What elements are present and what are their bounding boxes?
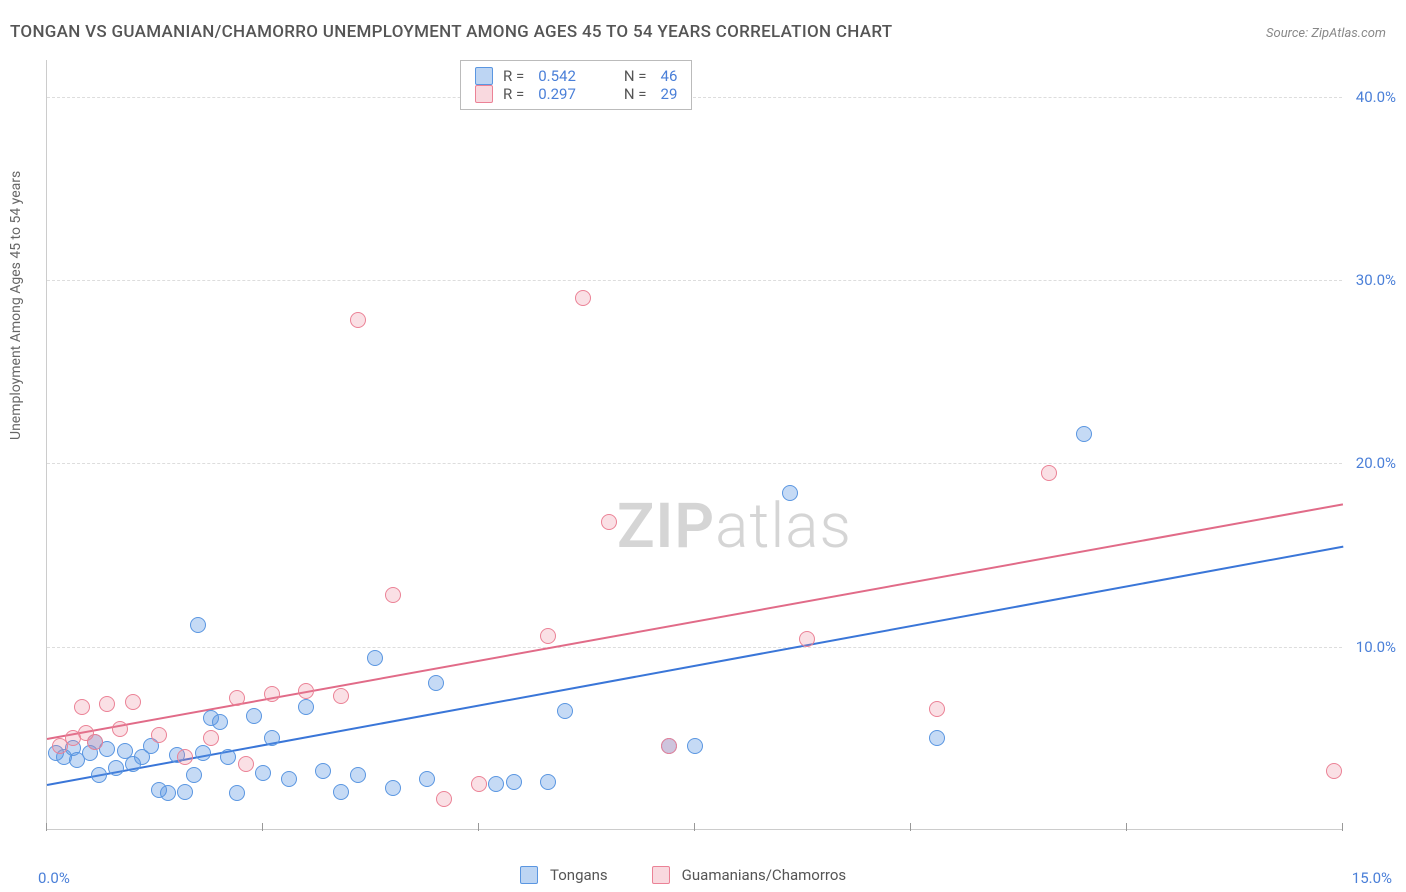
marker-blue bbox=[488, 776, 504, 792]
r-value-tongans: 0.542 bbox=[538, 67, 576, 85]
legend-label-tongans: Tongans bbox=[550, 866, 608, 884]
r-value-guamanians: 0.297 bbox=[538, 85, 576, 103]
marker-blue bbox=[195, 745, 211, 761]
label-n: N = bbox=[624, 67, 647, 85]
legend-row-tongans: R = 0.542 N = 46 bbox=[475, 67, 677, 85]
x-tick-mark bbox=[1342, 823, 1343, 831]
marker-pink bbox=[203, 730, 219, 746]
marker-blue bbox=[350, 767, 366, 783]
x-tick-label: 15.0% bbox=[1352, 869, 1392, 887]
y-tick-label: 30.0% bbox=[1356, 271, 1396, 289]
x-tick-mark bbox=[910, 823, 911, 831]
label-n: N = bbox=[624, 85, 647, 103]
marker-pink bbox=[177, 749, 193, 765]
watermark: ZIPatlas bbox=[617, 490, 852, 563]
marker-blue bbox=[687, 738, 703, 754]
marker-blue bbox=[160, 785, 176, 801]
marker-pink bbox=[601, 514, 617, 530]
correlation-legend: R = 0.542 N = 46 R = 0.297 N = 29 bbox=[460, 60, 692, 110]
marker-pink bbox=[229, 690, 245, 706]
gridline bbox=[47, 647, 1342, 648]
marker-blue bbox=[506, 774, 522, 790]
marker-blue bbox=[385, 780, 401, 796]
marker-pink bbox=[540, 628, 556, 644]
marker-blue bbox=[333, 784, 349, 800]
marker-pink bbox=[264, 686, 280, 702]
marker-pink bbox=[125, 694, 141, 710]
marker-blue bbox=[298, 699, 314, 715]
marker-blue bbox=[229, 785, 245, 801]
marker-pink bbox=[575, 290, 591, 306]
marker-pink bbox=[112, 721, 128, 737]
marker-pink bbox=[74, 699, 90, 715]
marker-pink bbox=[99, 696, 115, 712]
n-value-guamanians: 29 bbox=[661, 85, 678, 103]
marker-blue bbox=[108, 760, 124, 776]
marker-blue bbox=[264, 730, 280, 746]
x-tick-label: 0.0% bbox=[38, 869, 70, 887]
marker-blue bbox=[929, 730, 945, 746]
marker-pink bbox=[87, 734, 103, 750]
marker-blue bbox=[1076, 426, 1092, 442]
marker-blue bbox=[220, 749, 236, 765]
marker-blue bbox=[540, 774, 556, 790]
marker-blue bbox=[281, 771, 297, 787]
marker-pink bbox=[929, 701, 945, 717]
gridline bbox=[47, 463, 1342, 464]
watermark-atlas: atlas bbox=[715, 490, 852, 563]
marker-pink bbox=[333, 688, 349, 704]
marker-blue bbox=[246, 708, 262, 724]
marker-blue bbox=[419, 771, 435, 787]
y-tick-label: 40.0% bbox=[1356, 88, 1396, 106]
x-tick-mark bbox=[262, 823, 263, 831]
plot-area: ZIPatlas bbox=[46, 60, 1342, 830]
marker-pink bbox=[799, 631, 815, 647]
y-tick-label: 10.0% bbox=[1356, 638, 1396, 656]
marker-pink bbox=[385, 587, 401, 603]
watermark-zip: ZIP bbox=[617, 490, 715, 563]
marker-blue bbox=[186, 767, 202, 783]
chart-title: TONGAN VS GUAMANIAN/CHAMORRO UNEMPLOYMEN… bbox=[10, 22, 892, 42]
source-label: Source: ZipAtlas.com bbox=[1266, 26, 1386, 41]
x-tick-mark bbox=[694, 823, 695, 831]
marker-blue bbox=[367, 650, 383, 666]
y-tick-label: 20.0% bbox=[1356, 454, 1396, 472]
marker-blue bbox=[255, 765, 271, 781]
marker-pink bbox=[350, 312, 366, 328]
marker-blue bbox=[557, 703, 573, 719]
label-r: R = bbox=[503, 85, 524, 103]
y-axis-label: Unemployment Among Ages 45 to 54 years bbox=[8, 171, 24, 440]
x-tick-mark bbox=[46, 823, 47, 831]
marker-blue bbox=[190, 617, 206, 633]
marker-blue bbox=[212, 714, 228, 730]
legend-row-guamanians: R = 0.297 N = 29 bbox=[475, 85, 677, 103]
marker-pink bbox=[471, 776, 487, 792]
marker-blue bbox=[91, 767, 107, 783]
label-r: R = bbox=[503, 67, 524, 85]
marker-pink bbox=[436, 791, 452, 807]
x-tick-mark bbox=[478, 823, 479, 831]
gridline bbox=[47, 97, 1342, 98]
marker-pink bbox=[298, 683, 314, 699]
marker-pink bbox=[238, 756, 254, 772]
n-value-tongans: 46 bbox=[661, 67, 678, 85]
swatch-pink bbox=[652, 866, 670, 884]
marker-pink bbox=[151, 727, 167, 743]
marker-blue bbox=[177, 784, 193, 800]
swatch-pink bbox=[475, 85, 493, 103]
marker-pink bbox=[1326, 763, 1342, 779]
chart-container: TONGAN VS GUAMANIAN/CHAMORRO UNEMPLOYMEN… bbox=[0, 0, 1406, 892]
marker-blue bbox=[315, 763, 331, 779]
legend-label-guamanians: Guamanians/Chamorros bbox=[682, 866, 846, 884]
swatch-blue bbox=[520, 866, 538, 884]
swatch-blue bbox=[475, 67, 493, 85]
gridline bbox=[47, 280, 1342, 281]
marker-blue bbox=[782, 485, 798, 501]
marker-blue bbox=[428, 675, 444, 691]
x-tick-mark bbox=[1126, 823, 1127, 831]
marker-pink bbox=[661, 738, 677, 754]
marker-pink bbox=[1041, 465, 1057, 481]
series-legend: Tongans Guamanians/Chamorros bbox=[520, 866, 846, 884]
